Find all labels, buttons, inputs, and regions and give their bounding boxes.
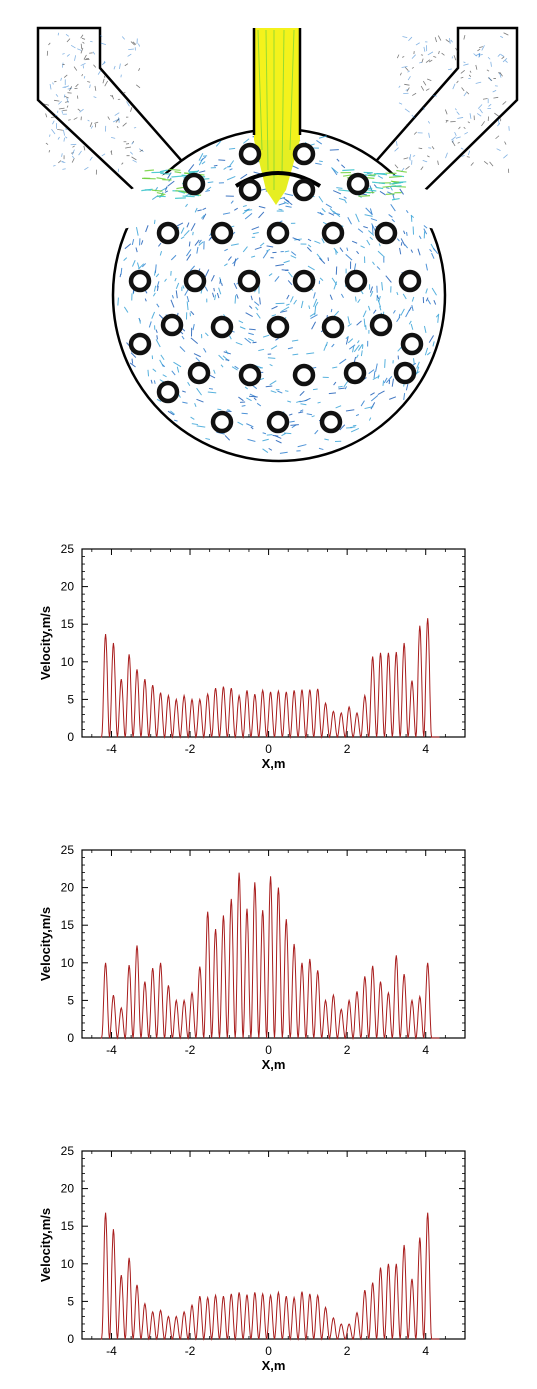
tube-ring [393, 361, 417, 385]
x-tick-label: -4 [106, 1043, 117, 1057]
inlet-jet [252, 28, 302, 205]
tube-ring [344, 269, 368, 293]
y-tick-label: 5 [67, 692, 74, 706]
tube-bank [128, 142, 424, 434]
tube-ring [266, 410, 290, 434]
tube-ring [398, 269, 422, 293]
tube-ring [266, 221, 290, 245]
tube-ring [292, 269, 316, 293]
x-tick-label: -2 [185, 1043, 196, 1057]
tube-ring [128, 332, 152, 356]
y-tick-label: 0 [67, 1031, 74, 1045]
y-tick-label: 0 [67, 730, 74, 744]
x-tick-label: 2 [344, 1344, 351, 1358]
x-tick-label: 2 [344, 1043, 351, 1057]
x-tick-label: -2 [185, 1344, 196, 1358]
y-tick-label: 25 [61, 1144, 75, 1158]
x-tick-label: 4 [422, 1344, 429, 1358]
tube-ring [160, 313, 184, 337]
tube-ring [156, 380, 180, 404]
y-tick-label: 10 [61, 1257, 75, 1271]
tube-ring [292, 178, 316, 202]
x-axis-title: X,m [262, 756, 286, 771]
x-tick-label: -4 [106, 742, 117, 756]
y-axis-title: Velocity,m/s [38, 1208, 53, 1282]
tube-ring [238, 142, 262, 166]
x-tick-label: 4 [422, 742, 429, 756]
tube-ring [292, 363, 316, 387]
y-tick-label: 15 [61, 617, 75, 631]
y-tick-label: 15 [61, 1219, 75, 1233]
velocity-series-line [100, 618, 440, 739]
tube-ring [292, 142, 316, 166]
tube-ring [210, 315, 234, 339]
tube-ring [187, 361, 211, 385]
x-axis-title: X,m [262, 1358, 286, 1373]
flow-field-figure [36, 26, 519, 463]
y-tick-label: 10 [61, 655, 75, 669]
tube-ring [400, 332, 424, 356]
tube-ring [319, 410, 343, 434]
plot-frame [81, 849, 466, 1039]
velocity-profile-chart-3: 0 5 10 15 20 25 -4 -2 0 2 4 X,m Velocity,m/s [38, 1144, 466, 1373]
velocity-series-line [100, 1212, 440, 1341]
x-tick-label: 0 [265, 1344, 272, 1358]
tube-ring [182, 172, 206, 196]
x-tick-label: -2 [185, 742, 196, 756]
y-tick-label: 5 [67, 993, 74, 1007]
plot-frame [81, 1150, 466, 1340]
y-tick-label: 25 [61, 843, 75, 857]
y-tick-label: 20 [61, 1182, 75, 1196]
tube-ring [156, 221, 180, 245]
x-tick-label: 2 [344, 742, 351, 756]
velocity-profile-chart-1: 0 5 10 15 20 25 -4 -2 0 2 4 X,m Velocity,m/s [38, 542, 466, 771]
tube-ring [183, 269, 207, 293]
tube-ring [237, 269, 261, 293]
y-axis-title: Velocity,m/s [38, 907, 53, 981]
x-tick-label: 4 [422, 1043, 429, 1057]
y-tick-label: 0 [67, 1332, 74, 1346]
y-tick-label: 5 [67, 1294, 74, 1308]
x-tick-label: 0 [265, 1043, 272, 1057]
tube-ring [210, 221, 234, 245]
y-tick-label: 25 [61, 542, 75, 556]
tube-ring [321, 315, 345, 339]
tube-ring [238, 178, 262, 202]
tube-ring [266, 315, 290, 339]
y-tick-label: 15 [61, 918, 75, 932]
y-axis-title: Velocity,m/s [38, 606, 53, 680]
tube-ring [238, 363, 262, 387]
y-tick-label: 10 [61, 956, 75, 970]
x-tick-label: 0 [265, 742, 272, 756]
tube-ring [128, 269, 152, 293]
tube-ring [346, 172, 370, 196]
velocity-profile-chart-2: 0 5 10 15 20 25 -4 -2 0 2 4 X,m Velocity,m/s [38, 843, 466, 1072]
x-axis-title: X,m [262, 1057, 286, 1072]
plot-frame [81, 548, 466, 738]
y-tick-label: 20 [61, 580, 75, 594]
y-tick-label: 20 [61, 881, 75, 895]
tube-ring [374, 221, 398, 245]
tube-ring [369, 313, 393, 337]
tube-ring [343, 361, 367, 385]
x-tick-label: -4 [106, 1344, 117, 1358]
tube-ring [321, 221, 345, 245]
tube-ring [210, 410, 234, 434]
velocity-series-line [100, 872, 440, 1040]
